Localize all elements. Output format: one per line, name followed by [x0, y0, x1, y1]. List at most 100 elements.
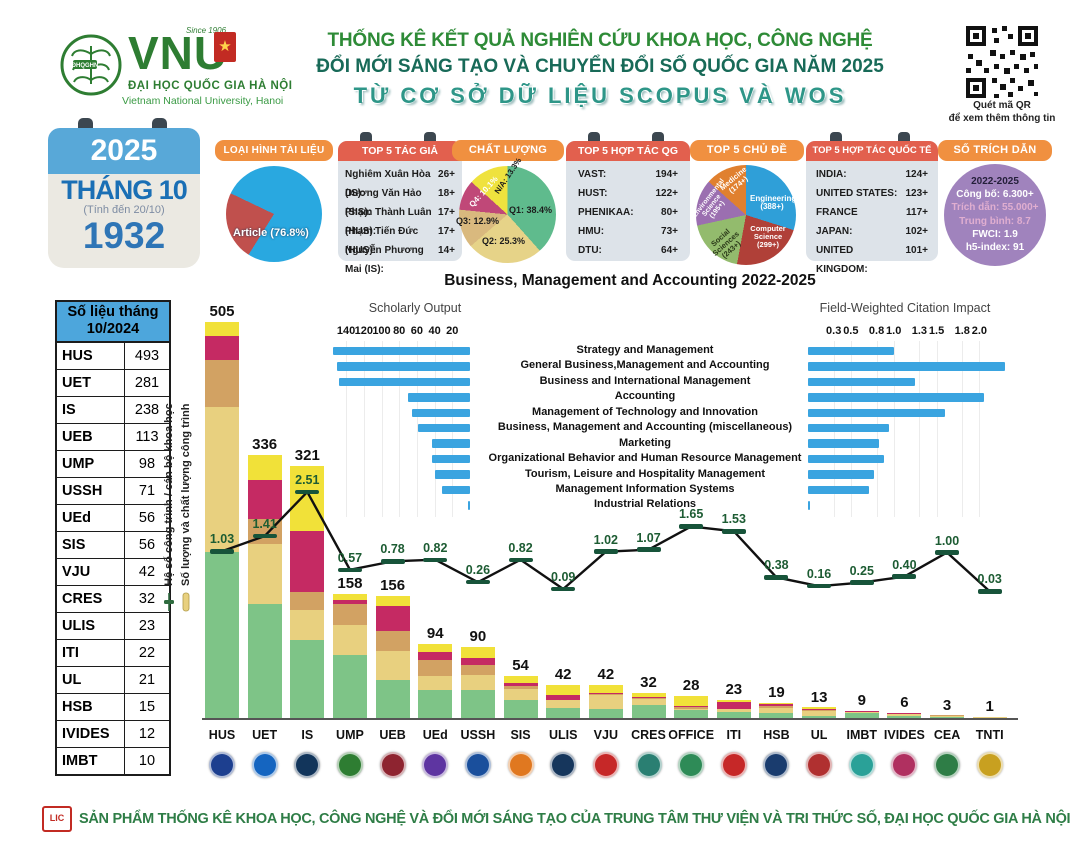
scholarly-output-bar [408, 393, 470, 402]
university-logo-ussh [464, 752, 491, 778]
top-domestic-card: TOP 5 HỢP TÁC QG VAST: 194+ HUST: 122+ PHENI… [566, 132, 690, 261]
x-axis-label: ULIS [548, 728, 578, 742]
stacked-bar-segment [759, 713, 794, 718]
table-row-name: HSB [57, 693, 125, 720]
line-point-marker [252, 533, 277, 539]
table-row-name: CRES [57, 585, 125, 612]
bar-total-label: 9 [857, 691, 866, 709]
table-row-value: 238 [134, 401, 160, 418]
top-domestic-rows: VAST: 194+ HUST: 122+ PHENIKAA: 80+ HMU: 73+ DTU… [578, 165, 678, 260]
fwci-tick: 1.0 [886, 325, 902, 337]
top5-row-value: 194+ [655, 169, 678, 180]
fwci-bar [808, 377, 916, 387]
subject-category-label: Marketing [619, 436, 671, 449]
stacked-bar-segment [802, 710, 837, 717]
stacked-bar-segment [375, 595, 410, 606]
stacked-bar-segment [631, 696, 666, 698]
line-point-marker [679, 524, 704, 529]
vnu-wordmark: VNU [128, 27, 229, 79]
stacked-bar-segment [674, 707, 709, 709]
table-row-name: UL [57, 666, 125, 693]
stacked-bar-segment [503, 682, 538, 686]
gridline [416, 341, 418, 517]
top5-row-name: HUST: [578, 188, 608, 199]
top5-row-name: Dương Văn Hảo (SIS): [345, 188, 422, 218]
subject-category-label: Tourism, Leisure and Hospitality Managem… [524, 467, 765, 480]
stacked-bar-segment [802, 708, 837, 710]
lic-logo-icon: LIC [42, 806, 72, 832]
x-axis-label: VJU [593, 728, 618, 742]
line-point-value: 0.82 [508, 540, 533, 555]
top5-row-value: 17+ [438, 207, 455, 218]
citations-line: Trung bình: 8.7 [959, 215, 1031, 227]
table-row-value: 21 [138, 671, 156, 688]
scholarly-output-bar [332, 346, 470, 356]
top5-row: UNITED KINGDOM: 101+ [816, 241, 928, 275]
table-row-name: SIS [57, 531, 125, 558]
university-logo-uet [251, 752, 278, 778]
x-axis-label: IMBT [846, 728, 878, 742]
scholarly-output-bar [435, 470, 470, 479]
table-row: HUS 493 [57, 342, 169, 370]
table-row-value: 493 [134, 347, 160, 364]
footer-text: SẢN PHẨM THỐNG KÊ KHOA HỌC, CÔNG NGHỆ VÀ… [79, 811, 1071, 827]
scholarly-output-title: Scholarly Output [368, 301, 462, 315]
stacked-bar-segment [247, 543, 282, 605]
table-row: UET 281 [57, 369, 169, 397]
table-row: UEd 56 [57, 504, 169, 532]
line-point-value: 1.00 [934, 533, 960, 548]
top-domestic-title: TOP 5 HỢP TÁC QG [566, 141, 690, 161]
top5-row-value: 18+ [438, 188, 455, 199]
stacked-bar-segment [375, 650, 410, 681]
line-point-marker [508, 557, 533, 563]
stacked-bar-segment [674, 695, 709, 706]
table-row-name: USSH [57, 477, 125, 504]
top5-row-value: 26+ [438, 169, 455, 180]
top5-row-name: Phạm Tiến Đức (HUS): [345, 226, 419, 256]
university-logo-ulis [550, 752, 577, 778]
subject-computer-science-label: Computer Science (299+) [750, 224, 786, 249]
x-axis-label: USSH [460, 728, 496, 742]
stacked-bar-segment [418, 652, 453, 660]
subject-category-label: Strategy and Management [576, 344, 714, 356]
stacked-bar-segment [290, 531, 325, 592]
scholarly-output-tick: 20 [446, 325, 459, 337]
line-point-marker [935, 550, 960, 555]
fwci-tick: 1.3 [911, 325, 928, 337]
university-logo-ued [422, 752, 449, 778]
doc-type-pie [226, 166, 322, 262]
stacked-bar-segment [418, 675, 453, 690]
line-point-marker [551, 586, 576, 592]
line-point-marker [380, 559, 405, 564]
stacked-bar-segment [588, 684, 623, 693]
top-authors-rows: Nghiêm Xuân Hòa (IS): 26+ Dương Văn Hảo (S… [345, 165, 455, 275]
monthly-table-header-line2: 10/2024 [86, 321, 140, 338]
quality-pie [459, 166, 556, 263]
x-axis-label: SIS [510, 728, 531, 742]
line-point-value: 0.03 [977, 572, 1002, 587]
top5-row-name: Nghiêm Xuân Hòa (IS): [345, 169, 431, 199]
subject-category-label: Management Information Systems [555, 482, 735, 495]
doc-type-title: LOẠI HÌNH TÀI LIỆU [215, 140, 333, 161]
stacked-bar-segment [332, 655, 367, 718]
bar-total-label: 19 [768, 684, 785, 702]
line-point-value: 1.65 [678, 507, 704, 522]
x-axis-label: UL [810, 728, 828, 742]
subject-category-label: Business and International Management [539, 374, 751, 387]
stacked-bar-segment [759, 702, 794, 704]
main-chart-title: Business, Management and Accounting 2022… [444, 272, 816, 289]
stacked-bar-segment [631, 697, 666, 700]
stacked-bar-segment [205, 322, 239, 337]
top5-row-name: DTU: [578, 245, 602, 256]
table-row-value: 56 [138, 536, 156, 553]
table-row-value: 42 [138, 563, 156, 580]
table-row: CRES 32 [57, 585, 169, 613]
bar-total-label: 90 [469, 628, 487, 646]
bar-total-label: 6 [900, 694, 909, 712]
fwci-title: Field-Weighted Citation Impact [819, 301, 991, 315]
fwci-bar [808, 454, 885, 464]
stacked-bar-segment [674, 708, 709, 711]
qr-block: Quét mã QR để xem thêm thông tin [936, 24, 1068, 125]
legend-line-label: Hệ số công trình / cán bộ khoa học [163, 403, 175, 586]
top5-row: VAST: 194+ [578, 165, 678, 184]
